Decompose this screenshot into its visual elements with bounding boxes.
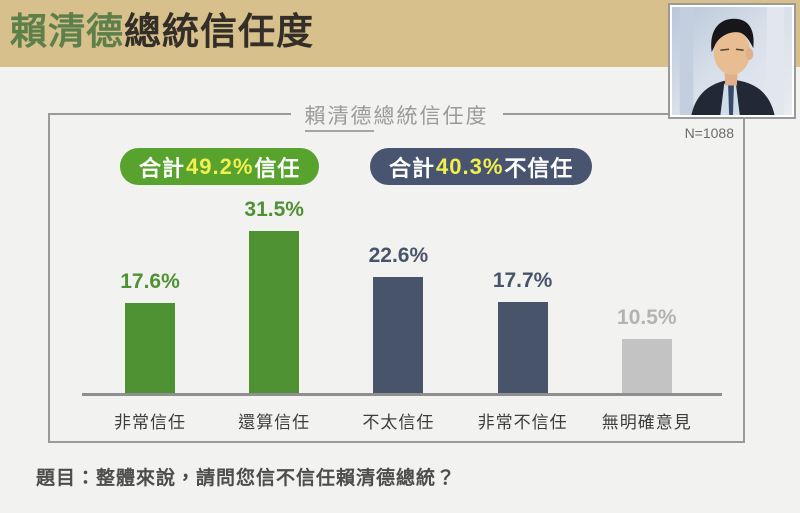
category-label: 非常不信任 <box>477 413 568 432</box>
sample-size-label: N=1088 <box>684 125 734 141</box>
bar-value-label: 17.7% <box>492 269 553 292</box>
bar <box>249 231 300 393</box>
trust-total-badge: 合計 49.2% 信任 <box>120 148 320 185</box>
category-label: 還算信任 <box>238 413 311 432</box>
bar-value-label: 17.6% <box>120 270 180 293</box>
president-portrait-illustration <box>672 7 792 115</box>
president-photo <box>668 3 796 119</box>
chart-panel: 賴清德總統信任度 N=1088 合計 49.2% 信任 合計 40.3% 不信任 17.… <box>48 100 745 443</box>
bar <box>125 303 175 393</box>
chart-title-underlined: 賴清德 <box>304 105 374 132</box>
category-label: 非常信任 <box>114 413 186 432</box>
bar-value-label: 22.6% <box>368 244 429 267</box>
page-title-highlight: 賴清德 <box>10 11 124 52</box>
survey-question: 題目：整體來說，請問您信不信任賴清德總統？ <box>36 468 457 489</box>
category-label: 無明確意見 <box>601 413 692 432</box>
distrust-badge-value: 40.3% <box>436 153 504 179</box>
chart-title-rest: 總統信任度 <box>373 105 489 128</box>
bar <box>373 277 424 393</box>
bar-value-label: 31.5% <box>244 198 304 221</box>
distrust-badge-suffix: 不信任 <box>504 155 574 181</box>
bar <box>621 339 672 393</box>
trust-badge-suffix: 信任 <box>254 155 301 181</box>
distrust-badge-prefix: 合計 <box>389 155 436 181</box>
bar <box>497 302 548 393</box>
header-band: 賴清德總統信任度 <box>0 0 800 67</box>
trust-badge-prefix: 合計 <box>139 155 186 181</box>
chart-panel-title: 賴清德總統信任度 <box>290 100 503 132</box>
category-label: 不太信任 <box>362 413 435 432</box>
page-title: 賴清德總統信任度 <box>10 0 314 67</box>
page-title-rest: 總統信任度 <box>124 11 314 52</box>
plot-area: 17.6% 非常信任 31.5% 還算信任 22.6% 不太信任 17.7% 非常不信任 10.… <box>50 115 743 441</box>
x-axis-line <box>82 393 722 396</box>
trust-badge-value: 49.2% <box>186 153 254 179</box>
distrust-total-badge: 合計 40.3% 不信任 <box>370 148 593 185</box>
bar-value-label: 10.5% <box>617 306 677 329</box>
